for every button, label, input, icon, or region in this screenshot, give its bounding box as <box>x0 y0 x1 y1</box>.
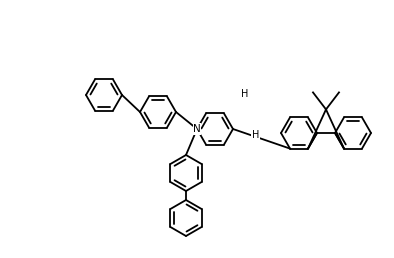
Text: H: H <box>252 130 259 140</box>
Text: N: N <box>193 124 201 134</box>
Text: H: H <box>241 89 249 99</box>
